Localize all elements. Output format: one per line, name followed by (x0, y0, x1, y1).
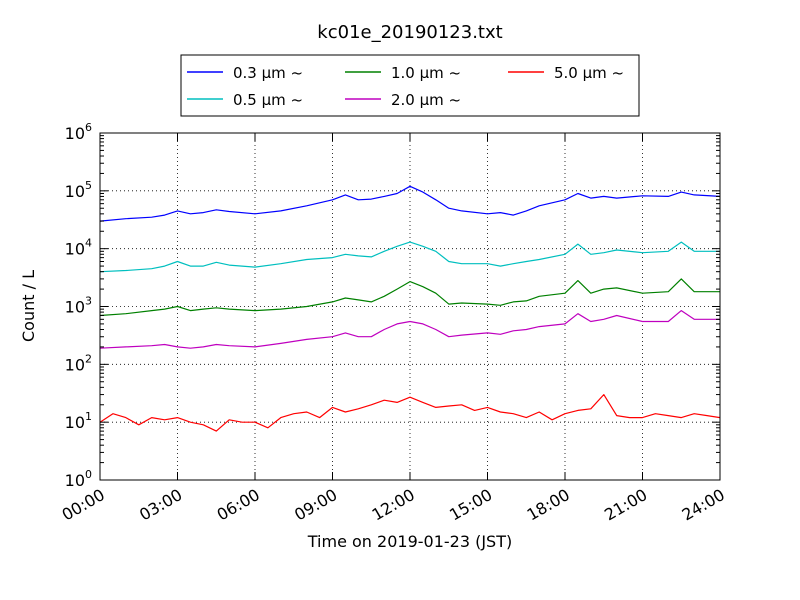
chart-title: kc01e_20190123.txt (317, 22, 502, 43)
legend-frame (180, 54, 640, 117)
x-axis-label: Time on 2019-01-23 (JST) (307, 532, 512, 551)
legend: 0.3 μm ~ 0.5 μm ~ 1.0 μm ~ 2.0 μm ~ 5.0 μm ~ (180, 54, 640, 117)
y-tick-label: 104 (65, 237, 92, 259)
series-line (99, 310, 720, 349)
legend-label: 2.0 μm ~ (391, 91, 461, 109)
series-line (99, 185, 721, 222)
series-line (99, 278, 720, 317)
y-tick-label: 106 (65, 121, 92, 143)
y-tick-label: 102 (65, 352, 92, 374)
legend-label: 0.5 μm ~ (233, 91, 303, 109)
y-tick-label: 103 (65, 295, 92, 317)
legend-label: 0.3 μm ~ (233, 64, 303, 82)
series-line (99, 394, 721, 432)
y-axis-ticks: 100 101 102 103 104 105 106 (65, 121, 720, 490)
y-tick-label: 101 (65, 410, 92, 432)
legend-label: 5.0 μm ~ (554, 64, 624, 82)
series-line (99, 241, 720, 273)
series-group (99, 185, 721, 432)
grid (100, 133, 720, 480)
y-axis-label: Count / L (19, 270, 38, 342)
y-tick-label: 100 (65, 468, 92, 490)
legend-label: 1.0 μm ~ (391, 64, 461, 82)
y-tick-label: 105 (65, 179, 92, 201)
